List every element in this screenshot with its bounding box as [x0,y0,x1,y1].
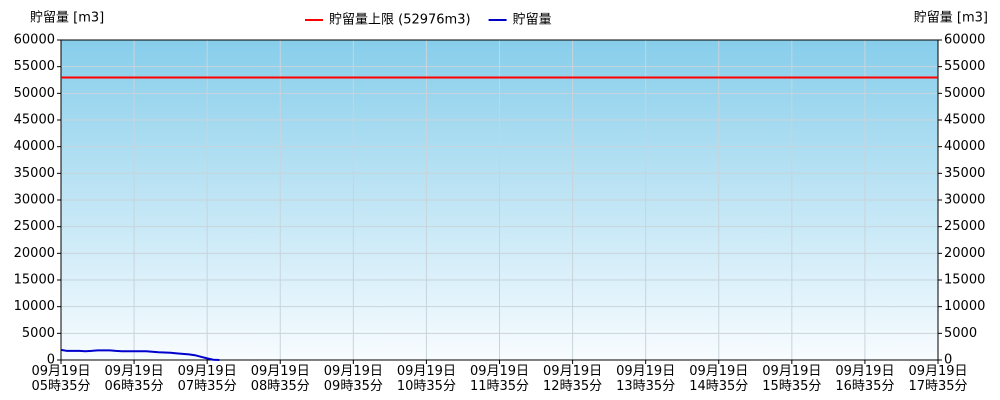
y-tick-label: 15000 [14,273,55,288]
y-tick-label: 45000 [14,113,55,128]
y-tick-label: 30000 [14,193,55,208]
y-tick-label: 0 [47,353,55,368]
y2-tick-label: 60000 [944,33,985,48]
y2-tick-label: 5000 [944,326,977,341]
y-axis-label: 貯留量 [m3] [30,11,104,26]
y-tick-label: 40000 [14,139,55,154]
y2-tick-label: 45000 [944,113,985,128]
y-tick-label: 10000 [14,299,55,314]
x-tick-label: 09月19日 05時35分 [31,364,91,394]
y2-tick-label: 35000 [944,166,985,181]
series-line [60,348,220,361]
x-tick-label: 09月19日 07時35分 [177,364,237,394]
y-tick-label: 5000 [22,326,55,341]
x-tick-label: 09月19日 16時35分 [835,364,895,394]
y2-axis-label: 貯留量 [m3] [914,11,988,26]
y2-tick-label: 20000 [944,246,985,261]
y-tick-label: 55000 [14,59,55,74]
y2-tick-label: 0 [944,353,952,368]
y-tick-label: 25000 [14,219,55,234]
y2-tick-label: 15000 [944,273,985,288]
y2-tick-label: 40000 [944,139,985,154]
y-tick-label: 50000 [14,86,55,101]
x-tick-label: 09月19日 12時35分 [543,364,603,394]
y-tick-label: 35000 [14,166,55,181]
x-tick-label: 09月19日 13時35分 [616,364,676,394]
y2-tick-label: 30000 [944,193,985,208]
x-tick-label: 09月19日 14時35分 [689,364,749,394]
x-tick-label: 09月19日 15時35分 [762,364,822,394]
x-tick-label: 09月19日 10時35分 [396,364,456,394]
x-tick-label: 09月19日 09時35分 [323,364,383,394]
plot-frame [60,39,939,361]
x-tick-label: 09月19日 08時35分 [250,364,310,394]
y2-tick-label: 25000 [944,219,985,234]
x-tick-label: 09月19日 11時35分 [469,364,530,394]
y-tick-label: 20000 [14,246,55,261]
y2-tick-label: 10000 [944,299,985,314]
y-tick-label: 60000 [14,33,55,48]
x-tick-label: 09月19日 17時35分 [908,364,968,394]
legend-label: 貯留量 [513,13,552,28]
legend-label: 貯留量上限 (52976m3) [329,13,471,28]
x-tick-label: 09月19日 06時35分 [104,364,164,394]
y2-tick-label: 50000 [944,86,985,101]
y2-tick-label: 55000 [944,59,985,74]
